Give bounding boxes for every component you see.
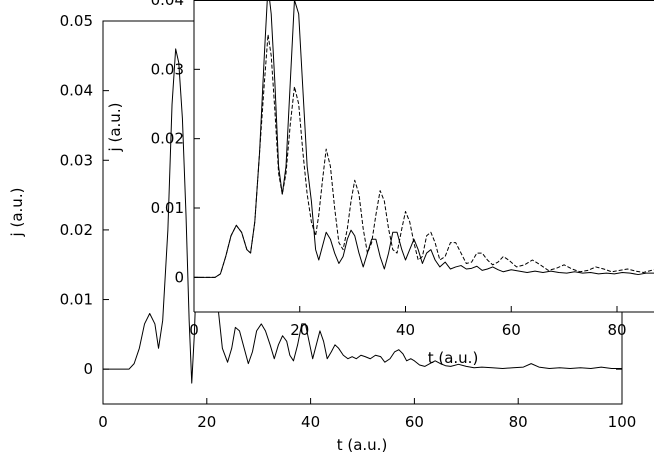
inset-background [194, 0, 654, 312]
inset-chart: 0 20 40 60 80 0 0.01 0.02 0.03 0.04 t (a.u.) j (a… [106, 0, 654, 367]
inset-y-tick-label: 0.04 [151, 0, 184, 9]
main-x-tick-label: 0 [98, 413, 108, 431]
inset-x-tick-label: 60 [502, 321, 521, 339]
main-y-tick-label: 0.03 [60, 151, 93, 169]
inset-x-tick-label: 20 [290, 321, 309, 339]
inset-y-tick-label: 0.03 [151, 60, 184, 78]
inset-y-axis-title: j (a.u.) [106, 103, 124, 153]
inset-y-tick-label: 0 [174, 268, 184, 286]
main-x-tick-label: 40 [301, 413, 320, 431]
main-y-tick-label: 0.02 [60, 221, 93, 239]
main-y-tick-label: 0 [83, 360, 93, 378]
inset-series-line-1 [194, 0, 654, 278]
main-chart: 0 20 40 60 80 100 0 0.01 0.02 0.03 0.04 0.05 t (a.u… [8, 12, 636, 454]
main-x-tick-label: 20 [197, 413, 216, 431]
inset-ticks: 0 20 40 60 80 0 0.01 0.02 0.03 0.04 [151, 0, 654, 339]
inset-series-line-2 [194, 34, 654, 278]
main-x-axis-title: t (a.u.) [337, 436, 388, 454]
main-y-axis-title: j (a.u.) [8, 188, 26, 238]
main-x-tick-label: 60 [405, 413, 424, 431]
main-x-tick-label: 80 [509, 413, 528, 431]
inset-y-tick-label: 0.01 [151, 199, 184, 217]
main-x-tick-label: 100 [608, 413, 637, 431]
main-ticks: 0 20 40 60 80 100 0 0.01 0.02 0.03 0.04 0.05 [60, 12, 637, 431]
main-y-tick-label: 0.04 [60, 82, 93, 100]
inset-x-tick-label: 80 [607, 321, 626, 339]
main-y-tick-label: 0.05 [60, 12, 93, 30]
inset-x-axis-title: t (a.u.) [428, 349, 479, 367]
inset-x-tick-label: 0 [189, 321, 199, 339]
main-series-line-1 [103, 48, 622, 384]
inset-y-tick-label: 0.02 [151, 130, 184, 148]
main-series-group [103, 48, 622, 384]
inset-x-tick-label: 40 [396, 321, 415, 339]
inset-plot-area [194, 0, 654, 278]
main-y-tick-label: 0.01 [60, 291, 93, 309]
